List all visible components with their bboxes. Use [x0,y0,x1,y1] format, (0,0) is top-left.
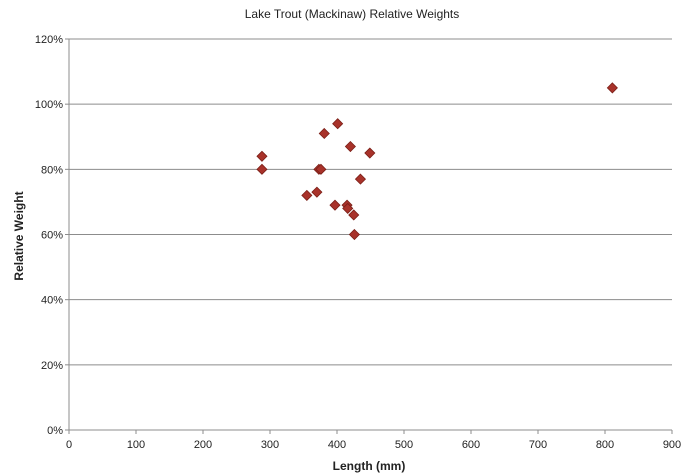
x-tick-label-200: 200 [194,439,212,451]
data-point-9 [332,118,344,130]
y-tick-label-60: 60% [41,230,63,242]
data-point-14 [348,228,360,241]
y-tick-label-80: 80% [41,164,63,176]
y-tick-labels: 0% 20% 40% 60% 80% 100% 120% [35,34,63,437]
y-tick-label-100: 100% [35,99,63,111]
data-point-8 [329,199,341,211]
chart-title: Lake Trout (Mackinaw) Relative Weights [245,7,460,21]
y-tick-label-20: 20% [41,360,63,372]
x-tick-label-100: 100 [127,439,145,451]
x-tick-labels: 0 100 200 300 400 500 600 700 800 900 [66,439,681,451]
data-point-13 [348,209,360,221]
x-axis-title: Length (mm) [333,459,406,473]
y-tick-label-0: 0% [47,425,63,437]
gridlines [69,38,672,366]
data-point-16 [364,147,376,159]
data-points [256,82,618,241]
x-tick-label-700: 700 [529,439,547,451]
y-axis-title: Relative Weight [12,191,26,280]
data-point-3 [301,189,313,201]
x-tick-label-300: 300 [261,439,279,451]
data-point-11 [342,202,354,214]
x-tick-label-800: 800 [596,439,614,451]
data-point-15 [354,173,367,185]
x-tick-label-0: 0 [66,439,72,451]
data-point-12 [344,140,356,153]
x-tick-label-900: 900 [663,439,681,451]
axes [65,38,673,434]
x-tick-label-400: 400 [328,439,346,451]
data-point-7 [318,127,330,140]
data-point-4 [311,186,323,198]
x-tick-label-600: 600 [462,439,480,451]
data-point-1 [256,150,268,162]
data-point-6 [315,163,327,175]
y-tick-label-40: 40% [41,295,63,307]
data-point-17 [606,82,618,94]
y-tick-label-120: 120% [35,34,63,46]
x-tick-label-500: 500 [395,439,413,451]
data-point-2 [256,163,268,175]
